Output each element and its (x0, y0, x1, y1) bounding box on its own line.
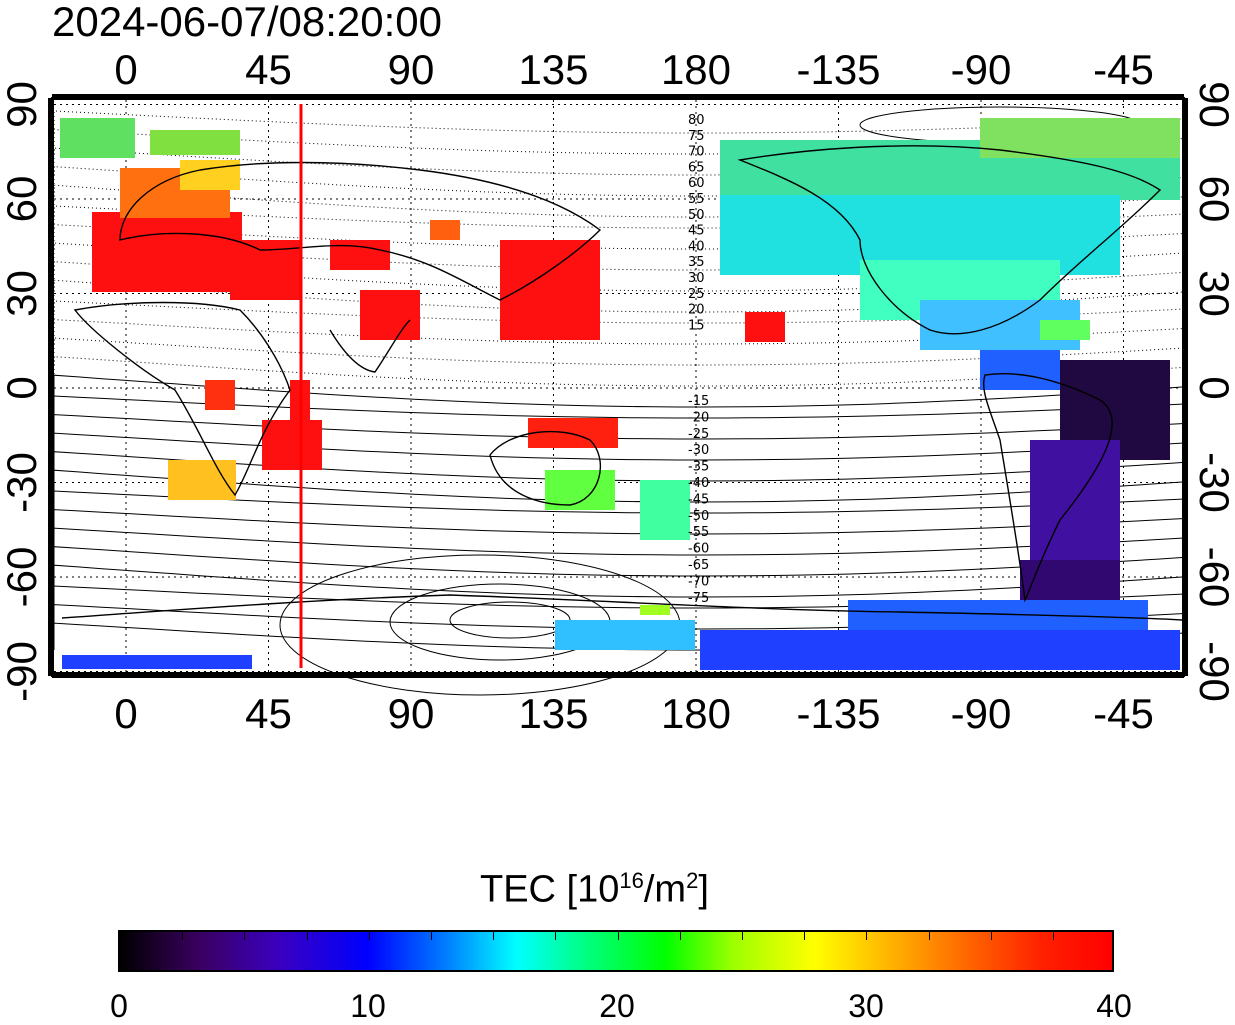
tec-map: 0 45 90 135 180 -135 -90 -45 0 45 90 135 180 -135 -90… (0, 46, 1235, 737)
mlat-label-north: 70 (688, 145, 705, 160)
mlat-label-south: -40 (688, 476, 709, 491)
lon-labels-bottom: 0 45 90 135 180 -135 -90 -45 (114, 690, 1154, 737)
lat-label-right: -90 (1191, 641, 1235, 702)
mlat-label-south: -75 (688, 591, 709, 606)
lat-label-right: 30 (1191, 270, 1235, 317)
colorbar-tick (866, 932, 868, 940)
mlat-label-north: 80 (688, 113, 705, 128)
colorbar-tick (431, 932, 432, 940)
tec-colorbar (118, 930, 1114, 972)
mlat-label-south: -70 (688, 574, 709, 589)
colorbar-label-0: 0 (110, 988, 128, 1024)
colorbar-tick (555, 932, 557, 940)
colorbar-label-40: 40 (1096, 988, 1132, 1024)
lon-label-top: -45 (1093, 46, 1154, 93)
mlat-label-south: -35 (688, 460, 709, 475)
lon-label-bottom: 90 (388, 690, 435, 737)
colorbar-tick (182, 932, 184, 940)
tec-data (60, 118, 1180, 670)
lon-label-top: 90 (388, 46, 435, 93)
mlat-label-north: 75 (688, 129, 705, 144)
lon-label-top: -90 (951, 46, 1012, 93)
colorbar-tick (804, 932, 806, 940)
mlat-label-north: 15 (688, 318, 705, 333)
mlat-label-south: -55 (688, 525, 709, 540)
mlat-label-south: -65 (688, 558, 709, 573)
colorbar-tick (1053, 932, 1054, 940)
lat-labels-left: 90 60 30 0 -30 -60 -90 (0, 81, 45, 702)
lon-label-top: 0 (114, 46, 137, 93)
lat-label-left: -60 (0, 547, 45, 608)
lat-label-right: 60 (1191, 176, 1235, 223)
mlat-label-south: -15 (688, 394, 709, 409)
lon-label-top: 45 (245, 46, 292, 93)
colorbar-label-10: 10 (350, 988, 386, 1024)
lat-label-left: 30 (0, 270, 45, 317)
lon-label-top: 180 (661, 46, 731, 93)
lat-label-right: 0 (1191, 376, 1235, 399)
mlat-label-north: 50 (688, 208, 705, 223)
mlat-label-south: -50 (688, 509, 709, 524)
lat-label-right: -60 (1191, 547, 1235, 608)
mlat-label-north: 55 (688, 192, 705, 207)
lat-label-left: -90 (0, 641, 45, 702)
mlat-label-north: 20 (688, 303, 705, 318)
lon-label-top: 135 (518, 46, 588, 93)
colorbar-tick (493, 932, 495, 940)
mlat-label-south: -60 (688, 542, 709, 557)
lat-label-left: 90 (0, 81, 45, 128)
colorbar-tick (368, 932, 370, 940)
mlat-label-south: -30 (688, 443, 709, 458)
colorbar-tick (306, 932, 308, 940)
lon-label-bottom: 0 (114, 690, 137, 737)
mlat-label-south: -20 (688, 410, 709, 425)
mlat-label-south: -45 (688, 492, 709, 507)
coastlines (61, 145, 1183, 621)
lon-label-top: -135 (796, 46, 880, 93)
mlat-label-north: 25 (688, 287, 705, 302)
mlat-label-north: 35 (688, 255, 705, 270)
graticule (54, 100, 1182, 674)
timestamp: 2024-06-07/08:20:00 (52, 0, 442, 45)
colorbar-label-30: 30 (848, 988, 884, 1024)
lon-label-bottom: -90 (951, 690, 1012, 737)
colorbar-tick (990, 932, 992, 940)
colorbar-title: TEC [1016/m2] (480, 868, 709, 911)
lat-label-left: 0 (0, 376, 45, 399)
lat-label-right: 90 (1191, 81, 1235, 128)
mlat-label-north: 45 (688, 224, 705, 239)
colorbar-tick (244, 932, 246, 940)
mlat-label-north: 40 (688, 239, 705, 254)
lat-label-left: -30 (0, 452, 45, 513)
lon-label-bottom: -45 (1093, 690, 1154, 737)
mlat-label-south: -25 (688, 427, 709, 442)
lon-labels-top: 0 45 90 135 180 -135 -90 -45 (114, 46, 1154, 93)
lat-label-right: -30 (1191, 452, 1235, 513)
colorbar-tick (617, 932, 619, 940)
colorbar-label-20: 20 (599, 988, 635, 1024)
lat-label-left: 60 (0, 176, 45, 223)
colorbar-tick (742, 932, 743, 940)
mlat-label-north: 30 (688, 271, 705, 286)
border-ticks (48, 94, 1188, 678)
lon-label-bottom: 135 (518, 690, 588, 737)
lon-label-bottom: 45 (245, 690, 292, 737)
lat-labels-right: 90 60 30 0 -30 -60 -90 (1191, 81, 1235, 702)
mlat-label-north: 60 (688, 176, 705, 191)
lon-label-bottom: 180 (661, 690, 731, 737)
lon-label-bottom: -135 (796, 690, 880, 737)
colorbar-tick (928, 932, 930, 940)
mlat-label-north: 65 (688, 160, 705, 175)
colorbar-tick (679, 932, 681, 940)
